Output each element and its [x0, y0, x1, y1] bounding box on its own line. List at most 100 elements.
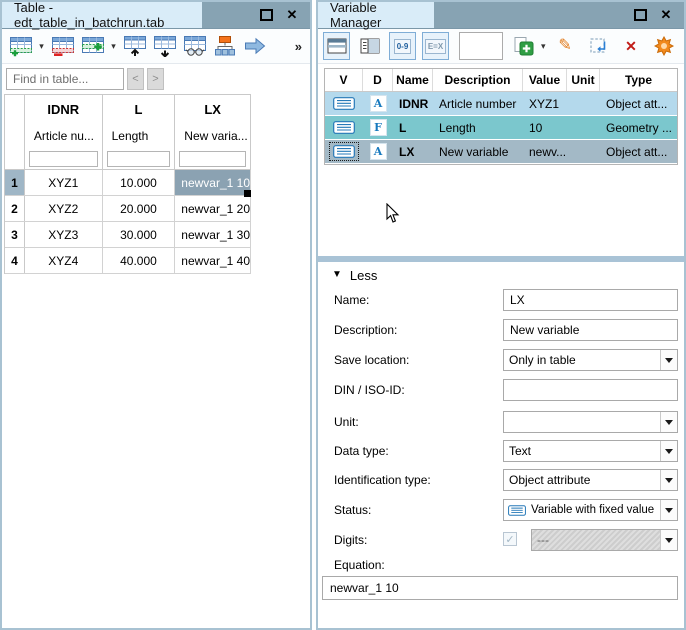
- variable-filter-input[interactable]: [459, 32, 503, 60]
- row-number-2[interactable]: 2: [5, 196, 25, 221]
- header-type[interactable]: Type: [624, 73, 653, 87]
- din-iso-field[interactable]: [503, 379, 678, 401]
- variable-row-lx-selected[interactable]: A LX New variable newv... Object att...: [325, 140, 677, 164]
- variable-name-cell[interactable]: L: [399, 120, 407, 135]
- variable-row-idnr[interactable]: A IDNR Article number XYZ1 Object att...: [325, 92, 677, 116]
- column-header-idnr[interactable]: IDNR: [25, 95, 103, 124]
- header-d[interactable]: D: [363, 69, 393, 91]
- column-header-lx[interactable]: LX: [175, 95, 251, 124]
- header-value[interactable]: Value: [523, 69, 567, 91]
- cell-lx-3[interactable]: newvar_1 30: [175, 222, 251, 247]
- dropdown-button[interactable]: [660, 441, 677, 461]
- header-name[interactable]: Name: [393, 69, 433, 91]
- column-header-l[interactable]: L: [103, 95, 176, 124]
- identification-type-select[interactable]: Object attribute: [503, 469, 678, 491]
- variable-unit-cell[interactable]: [567, 92, 600, 115]
- name-field[interactable]: [503, 289, 678, 311]
- unit-select[interactable]: [503, 411, 678, 433]
- filter-input-idnr[interactable]: [28, 150, 98, 167]
- cell-lx-2[interactable]: newvar_1 20: [175, 196, 251, 221]
- maximize-button[interactable]: [258, 7, 274, 23]
- dropdown-button[interactable]: [660, 412, 677, 432]
- maximize-button[interactable]: [632, 7, 648, 23]
- table-titlebar[interactable]: Table - edt_table_in_batchrun.tab ✕: [2, 0, 310, 30]
- variable-manager-titlebar[interactable]: Variable Manager ✕: [318, 0, 684, 30]
- value-source-cell[interactable]: [325, 140, 363, 163]
- dropdown-button[interactable]: [660, 500, 677, 520]
- selection-handle[interactable]: [244, 190, 251, 197]
- variable-name-cell[interactable]: LX: [399, 144, 415, 159]
- insert-row-button[interactable]: [79, 32, 106, 60]
- variable-value-cell[interactable]: newv...: [529, 144, 567, 159]
- description-field[interactable]: [503, 319, 678, 341]
- cell-lx-1-selected[interactable]: newvar_1 10: [175, 170, 251, 197]
- equation-field[interactable]: [322, 576, 678, 600]
- cell-idnr-3[interactable]: XYZ3: [25, 222, 103, 247]
- layout-horizontal-button[interactable]: [323, 32, 350, 60]
- variable-description-cell[interactable]: New variable: [439, 144, 509, 159]
- find-in-table-input[interactable]: [6, 68, 124, 90]
- add-row-button[interactable]: [7, 32, 34, 60]
- dropdown-button[interactable]: [660, 350, 677, 370]
- cell-l-3[interactable]: 30.000: [103, 222, 176, 247]
- header-description[interactable]: Description: [433, 69, 523, 91]
- cell-lx-4[interactable]: newvar_1 40: [175, 248, 251, 273]
- data-type-select[interactable]: Text: [503, 440, 678, 462]
- value-source-cell[interactable]: [325, 92, 363, 115]
- close-button[interactable]: ✕: [286, 7, 298, 22]
- cell-idnr-2[interactable]: XYZ2: [25, 196, 103, 221]
- show-equation-variables-button[interactable]: E=X: [422, 32, 449, 60]
- variable-type-cell[interactable]: Object att...: [606, 144, 668, 159]
- value-source-cell[interactable]: [325, 116, 363, 139]
- view-table-button[interactable]: [181, 32, 208, 60]
- row-number-3[interactable]: 3: [5, 222, 25, 247]
- toolbar-overflow-button[interactable]: »: [294, 38, 302, 54]
- move-row-down-button[interactable]: [151, 32, 178, 60]
- header-unit[interactable]: Unit: [567, 69, 600, 91]
- cell-l-2[interactable]: 20.000: [103, 196, 176, 221]
- cell-l-4[interactable]: 40.000: [103, 248, 176, 273]
- panel-splitter[interactable]: [318, 256, 684, 262]
- datatype-cell[interactable]: A: [363, 92, 393, 115]
- row-number-4[interactable]: 4: [5, 248, 25, 273]
- cell-idnr-4[interactable]: XYZ4: [25, 248, 103, 273]
- dropdown-button[interactable]: [660, 470, 677, 490]
- copy-layout-button[interactable]: [585, 32, 612, 60]
- header-v[interactable]: V: [325, 69, 363, 91]
- cell-l-1[interactable]: 10.000: [103, 170, 176, 195]
- less-expander[interactable]: ▼ Less: [332, 266, 377, 284]
- row-number-1[interactable]: 1: [5, 170, 25, 195]
- save-location-select[interactable]: Only in table: [503, 349, 678, 371]
- variable-name-cell[interactable]: IDNR: [399, 96, 429, 111]
- variable-description-cell[interactable]: Length: [439, 120, 476, 135]
- status-select[interactable]: Variable with fixed value: [503, 499, 678, 521]
- batch-hierarchy-button[interactable]: [211, 32, 238, 60]
- add-row-dropdown-caret[interactable]: ▾: [39, 41, 44, 51]
- edit-variable-button[interactable]: ✎: [552, 32, 579, 60]
- insert-row-dropdown-caret[interactable]: ▾: [111, 41, 116, 51]
- datatype-cell[interactable]: F: [363, 116, 393, 139]
- filter-input-lx[interactable]: [179, 150, 246, 167]
- add-variable-dropdown-caret[interactable]: ▾: [541, 41, 546, 51]
- close-button[interactable]: ✕: [660, 7, 672, 22]
- move-row-up-button[interactable]: [121, 32, 148, 60]
- variable-type-cell[interactable]: Object att...: [606, 96, 668, 111]
- variable-unit-cell[interactable]: [567, 140, 600, 163]
- add-variable-button[interactable]: [513, 32, 535, 60]
- variable-unit-cell[interactable]: [567, 116, 600, 139]
- datatype-cell[interactable]: A: [363, 140, 393, 163]
- variable-row-l[interactable]: F L Length 10 Geometry ...: [325, 116, 677, 140]
- delete-variable-button[interactable]: ✕: [618, 32, 645, 60]
- delete-row-button[interactable]: [49, 32, 76, 60]
- variable-value-cell[interactable]: 10: [529, 120, 543, 135]
- filter-input-l[interactable]: [106, 150, 171, 167]
- variable-value-cell[interactable]: XYZ1: [529, 96, 560, 111]
- update-variables-button[interactable]: [651, 32, 678, 60]
- show-numeric-variables-button[interactable]: 0-9: [389, 32, 416, 60]
- find-previous-button[interactable]: <: [127, 68, 144, 90]
- find-next-button[interactable]: >: [147, 68, 164, 90]
- next-step-button[interactable]: [241, 32, 268, 60]
- variable-type-cell[interactable]: Geometry ...: [606, 120, 673, 135]
- variable-description-cell[interactable]: Article number: [439, 96, 517, 111]
- cell-idnr-1[interactable]: XYZ1: [25, 170, 103, 195]
